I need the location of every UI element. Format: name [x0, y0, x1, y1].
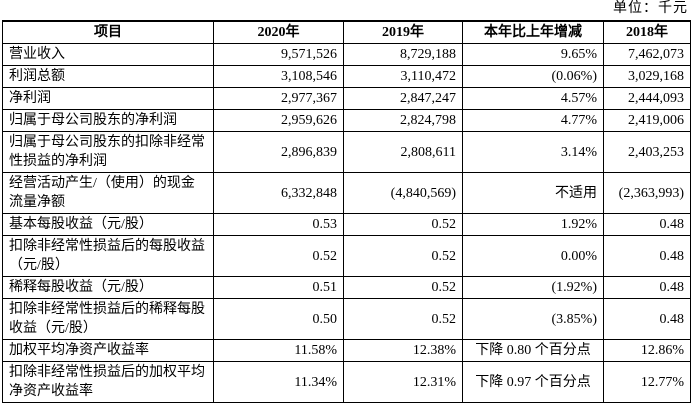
cell-item: 经营活动产生/（使用）的现金流量净额	[2, 172, 214, 214]
cell-y2018: 3,029,168	[603, 65, 691, 88]
cell-item: 营业收入	[2, 43, 214, 66]
cell-y2018: 12.77%	[603, 361, 691, 403]
cell-item: 扣除非经常性损益后的加权平均净资产收益率	[2, 361, 214, 403]
cell-y2020: 0.52	[213, 235, 344, 277]
cell-y2020: 2,896,839	[213, 131, 344, 173]
cell-y2018: 2,403,253	[603, 131, 691, 173]
cell-y2019: 8,729,188	[343, 43, 463, 66]
cell-item: 扣除非经常性损益后的稀释每股收益（元/股）	[2, 298, 214, 340]
cell-y2018: 12.86%	[603, 339, 691, 362]
table-row: 利润总额 3,108,546 3,110,472 (0.06%) 3,029,168	[2, 65, 691, 88]
cell-y2018: 0.48	[603, 276, 691, 299]
col-header-change: 本年比上年增减	[462, 20, 604, 44]
table-row: 加权平均净资产收益率 11.58% 12.38% 下降 0.80 个百分点 12.86%	[2, 339, 691, 362]
table-row: 基本每股收益（元/股） 0.53 0.52 1.92% 0.48	[2, 213, 691, 236]
header-row: 项目 2020年 2019年 本年比上年增减 2018年	[2, 20, 691, 44]
cell-y2019: 2,847,247	[343, 87, 463, 110]
cell-y2020: 9,571,526	[213, 43, 344, 66]
cell-y2019: 3,110,472	[343, 65, 463, 88]
cell-change: 3.14%	[462, 131, 604, 173]
cell-change: 下降 0.80 个百分点	[462, 339, 604, 362]
cell-item: 稀释每股收益（元/股）	[2, 276, 214, 299]
cell-y2020: 2,959,626	[213, 109, 344, 132]
cell-y2019: 0.52	[343, 213, 463, 236]
cell-y2020: 0.53	[213, 213, 344, 236]
cell-y2020: 3,108,546	[213, 65, 344, 88]
table-row: 营业收入 9,571,526 8,729,188 9.65% 7,462,073	[2, 43, 691, 66]
cell-change: 9.65%	[462, 43, 604, 66]
cell-y2020: 0.51	[213, 276, 344, 299]
table-row: 扣除非经常性损益后的稀释每股收益（元/股） 0.50 0.52 (3.85%) 0.48	[2, 298, 691, 340]
cell-y2018: 2,444,093	[603, 87, 691, 110]
col-header-2018: 2018年	[603, 20, 691, 44]
cell-change: 4.77%	[462, 109, 604, 132]
table-row: 稀释每股收益（元/股） 0.51 0.52 (1.92%) 0.48	[2, 276, 691, 299]
cell-item: 加权平均净资产收益率	[2, 339, 214, 362]
table-row: 扣除非经常性损益后的每股收益（元/股） 0.52 0.52 0.00% 0.48	[2, 235, 691, 277]
table-body: 营业收入 9,571,526 8,729,188 9.65% 7,462,073 利润总额…	[2, 43, 691, 403]
cell-y2019: 0.52	[343, 298, 463, 340]
col-header-item: 项目	[2, 20, 214, 44]
financial-summary-table: 项目 2020年 2019年 本年比上年增减 2018年 营业收入 9,571,5…	[2, 20, 691, 403]
cell-y2019: 2,808,611	[343, 131, 463, 173]
table-row: 经营活动产生/（使用）的现金流量净额 6,332,848 (4,840,569) 不适…	[2, 172, 691, 214]
col-header-2020: 2020年	[213, 20, 344, 44]
cell-y2018: 0.48	[603, 235, 691, 277]
col-header-2019: 2019年	[343, 20, 463, 44]
cell-y2019: 0.52	[343, 276, 463, 299]
cell-y2018: 2,419,006	[603, 109, 691, 132]
cell-change: 0.00%	[462, 235, 604, 277]
cell-change: 下降 0.97 个百分点	[462, 361, 604, 403]
cell-y2020: 6,332,848	[213, 172, 344, 214]
cell-change: 4.57%	[462, 87, 604, 110]
cell-y2019: 12.31%	[343, 361, 463, 403]
cell-item: 归属于母公司股东的净利润	[2, 109, 214, 132]
cell-y2019: 0.52	[343, 235, 463, 277]
cell-y2019: 12.38%	[343, 339, 463, 362]
table-row: 归属于母公司股东的净利润 2,959,626 2,824,798 4.77% 2,419…	[2, 109, 691, 132]
cell-y2018: (2,363,993)	[603, 172, 691, 214]
unit-label: 单位：千元	[613, 1, 688, 16]
table-row: 扣除非经常性损益后的加权平均净资产收益率 11.34% 12.31% 下降 0.97 …	[2, 361, 691, 403]
cell-change: (0.06%)	[462, 65, 604, 88]
cell-y2018: 0.48	[603, 213, 691, 236]
cell-y2019: (4,840,569)	[343, 172, 463, 214]
cell-y2018: 7,462,073	[603, 43, 691, 66]
table-row: 净利润 2,977,367 2,847,247 4.57% 2,444,093	[2, 87, 691, 110]
table-row: 归属于母公司股东的扣除非经常性损益的净利润 2,896,839 2,808,611 3…	[2, 131, 691, 173]
cell-y2020: 11.58%	[213, 339, 344, 362]
cell-item: 基本每股收益（元/股）	[2, 213, 214, 236]
cell-change: (1.92%)	[462, 276, 604, 299]
cell-y2020: 2,977,367	[213, 87, 344, 110]
cell-item: 归属于母公司股东的扣除非经常性损益的净利润	[2, 131, 214, 173]
cell-y2020: 0.50	[213, 298, 344, 340]
cell-y2019: 2,824,798	[343, 109, 463, 132]
cell-y2018: 0.48	[603, 298, 691, 340]
cell-item: 净利润	[2, 87, 214, 110]
cell-y2020: 11.34%	[213, 361, 344, 403]
cell-change: 1.92%	[462, 213, 604, 236]
cell-item: 扣除非经常性损益后的每股收益（元/股）	[2, 235, 214, 277]
cell-change: 不适用	[462, 172, 604, 214]
cell-change: (3.85%)	[462, 298, 604, 340]
cell-item: 利润总额	[2, 65, 214, 88]
